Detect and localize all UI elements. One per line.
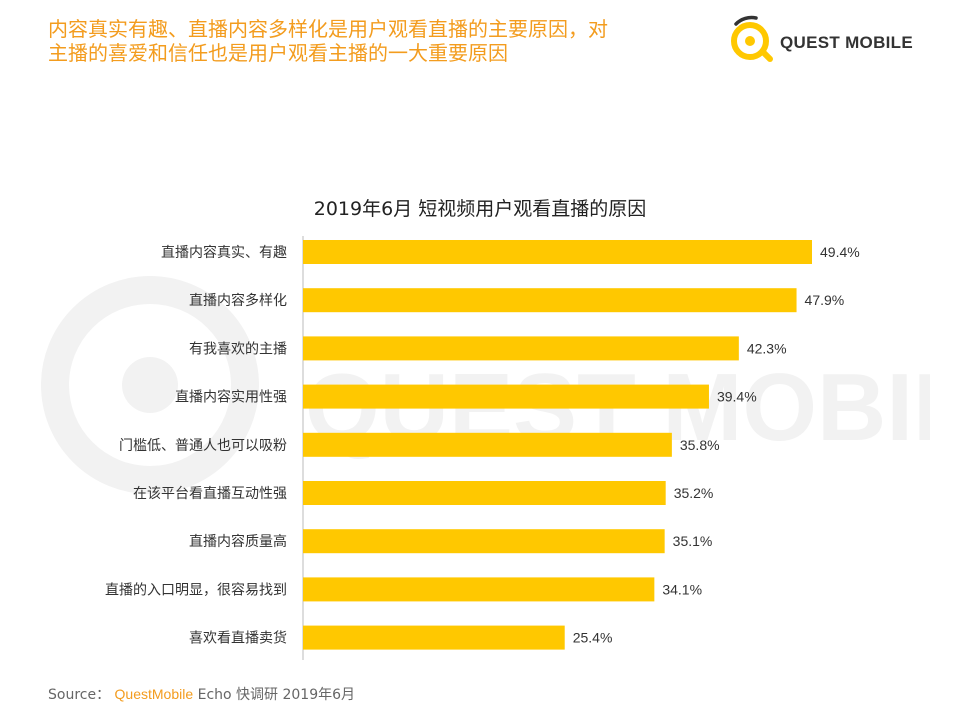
logo-text: QUEST MOBILE (780, 33, 913, 52)
source-label: Source： (48, 687, 111, 703)
category-label-5: 在该平台看直播互动性强 (133, 485, 287, 502)
bar-7 (303, 577, 655, 602)
bar-2 (303, 336, 739, 361)
source-rest: Echo 快调研 2019年6月 (197, 687, 356, 703)
category-label-8: 喜欢看直播卖货 (189, 630, 287, 647)
value-label-8: 25.4% (573, 630, 613, 646)
category-label-2: 有我喜欢的主播 (189, 341, 287, 357)
headline-line-1: 内容真实有趣、直播内容多样化是用户观看直播的主要原因，对 (48, 17, 608, 41)
headline: 内容真实有趣、直播内容多样化是用户观看直播的主要原因，对 主播的喜爱和信任也是用… (48, 17, 728, 65)
bar-8 (303, 625, 565, 650)
chart-title: 2019年6月 短视频用户观看直播的原因 (313, 198, 647, 220)
value-label-2: 42.3% (747, 340, 787, 356)
value-label-6: 35.1% (673, 533, 713, 549)
category-label-6: 直播内容质量高 (189, 533, 287, 550)
questmobile-logo: QUEST MOBILE (726, 14, 926, 64)
category-label-0: 直播内容真实、有趣 (161, 244, 287, 261)
category-label-3: 直播内容实用性强 (175, 389, 287, 406)
bar-3 (303, 384, 709, 409)
value-label-1: 47.9% (805, 292, 845, 308)
bar-4 (303, 432, 672, 457)
watermark-dot-icon (122, 357, 178, 413)
value-label-4: 35.8% (680, 437, 720, 453)
category-label-4: 门槛低、普通人也可以吸粉 (119, 438, 287, 454)
category-label-1: 直播内容多样化 (189, 292, 287, 309)
bar-6 (303, 529, 665, 554)
watermark-ring-icon (41, 276, 259, 494)
value-label-0: 49.4% (820, 244, 860, 260)
value-label-5: 35.2% (674, 485, 714, 501)
headline-line-2: 主播的喜爱和信任也是用户观看主播的一大重要原因 (48, 41, 508, 65)
category-label-7: 直播的入口明显，很容易找到 (105, 581, 287, 598)
bar-0 (303, 240, 812, 264)
questmobile-logo-icon (731, 15, 773, 62)
source-brand: QuestMobile (114, 686, 194, 702)
value-label-3: 39.4% (717, 389, 757, 405)
value-label-7: 34.1% (662, 581, 702, 597)
source-note: Source： QuestMobile Echo 快调研 2019年6月 (48, 684, 355, 704)
bar-5 (303, 481, 666, 505)
bars: 直播内容真实、有趣 49.4% 直播内容多样化 47.9% 有我喜欢的主播 42.3% 直播… (105, 240, 860, 650)
bar-1 (303, 288, 797, 313)
